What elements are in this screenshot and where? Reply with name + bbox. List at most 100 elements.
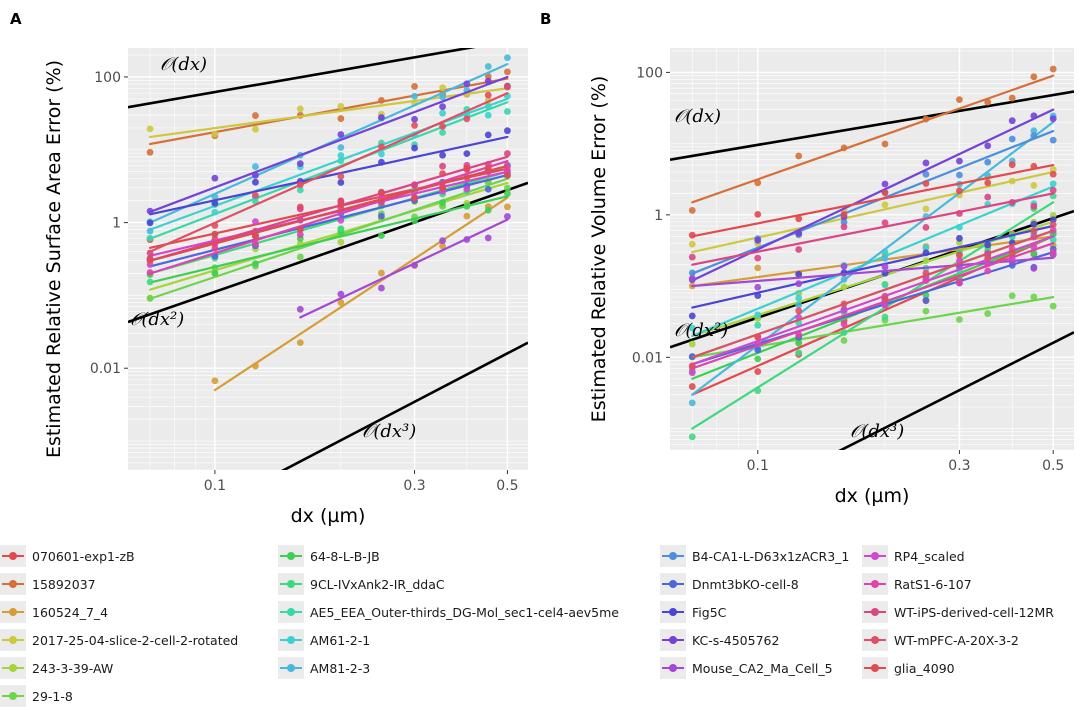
data-point (840, 283, 848, 291)
data-point (795, 215, 803, 223)
data-point (463, 202, 471, 210)
legend-key (0, 545, 26, 567)
data-point (795, 270, 803, 278)
y-tick-label: 1 (112, 216, 121, 232)
data-point (922, 297, 930, 304)
data-point (337, 290, 345, 298)
data-point (504, 171, 511, 179)
legend-item: Dnmt3bKO-cell-8 (660, 570, 849, 598)
data-point (1008, 292, 1016, 300)
data-point (484, 111, 492, 119)
series-15892037 (688, 65, 1057, 214)
data-point (252, 232, 259, 240)
data-point (439, 199, 446, 206)
data-point (146, 234, 154, 242)
data-point (754, 368, 762, 375)
data-point (146, 269, 154, 276)
data-point (1049, 180, 1057, 188)
data-point (378, 232, 385, 239)
fit-line (148, 159, 509, 275)
data-point (146, 219, 154, 227)
reference-label-order-3: 𝒪(dx³) (850, 421, 904, 442)
data-point (688, 253, 696, 261)
fit-line (691, 185, 1055, 337)
data-point (754, 321, 762, 329)
data-point (688, 240, 696, 248)
legend-label: AM81-2-3 (310, 660, 371, 676)
data-point (1008, 94, 1016, 102)
fit-line (148, 135, 509, 216)
data-point (754, 333, 762, 341)
data-point (1030, 227, 1038, 235)
legend-key (278, 601, 304, 623)
data-point (484, 234, 492, 242)
data-point (754, 387, 762, 395)
data-point (337, 225, 345, 233)
data-point (296, 339, 304, 347)
data-point (922, 291, 930, 299)
legend-item: AM81-2-3 (278, 654, 619, 682)
legend-key (0, 657, 26, 679)
data-point (378, 150, 385, 158)
data-point (439, 129, 446, 136)
data-point (688, 383, 696, 390)
data-point (754, 355, 762, 363)
legend-label: 15892037 (32, 576, 96, 592)
data-point (881, 180, 889, 188)
data-point (840, 329, 848, 336)
data-point (146, 227, 154, 235)
data-point (211, 244, 219, 252)
data-point (411, 181, 418, 189)
data-point (296, 205, 304, 213)
data-point (337, 102, 345, 110)
data-point (922, 205, 930, 213)
data-point (1049, 65, 1057, 73)
data-point (922, 244, 930, 252)
data-point (881, 295, 889, 303)
data-point (439, 109, 446, 117)
data-point (754, 311, 762, 319)
legend-item: 9CL-IVxAnk2-IR_ddaC (278, 570, 619, 598)
fit-line (691, 74, 1055, 204)
legend-key (278, 629, 304, 651)
x-tick-label: 0.5 (1042, 458, 1064, 474)
data-point (795, 280, 803, 288)
data-point (211, 174, 219, 182)
data-point (146, 207, 154, 215)
data-point (411, 261, 418, 269)
series-glia-4090 (146, 164, 511, 263)
fit-line (691, 163, 1055, 238)
legend-item: RP4_scaled (862, 542, 1054, 570)
data-point (1049, 170, 1057, 178)
series-wt-mpfc-a-20x-3-2 (688, 221, 1057, 370)
fit-line (691, 242, 1055, 370)
data-point (840, 144, 848, 152)
fit-line (691, 129, 1055, 275)
legend-label: Mouse_CA2_Ma_Cell_5 (692, 660, 833, 676)
data-point (922, 180, 930, 187)
data-point (411, 144, 418, 152)
data-point (984, 254, 992, 262)
legend-key (278, 573, 304, 595)
legend-key (862, 601, 888, 623)
legend-column: 64-8-L-B-JB 9CL-IVxAnk2-IR_ddaC AE5_EEA_Ou… (278, 542, 619, 682)
data-point (688, 207, 696, 214)
data-point (795, 349, 803, 357)
legend-item: AE5_EEA_Outer-thirds_DG-Mol_sec1-cel4-ae… (278, 598, 619, 626)
fit-line (299, 218, 509, 319)
legend-item: AM61-2-1 (278, 626, 619, 654)
data-point (795, 229, 803, 237)
data-point (504, 190, 511, 197)
series-wt-ips-derived-cell-12mr (146, 150, 511, 262)
data-point (378, 212, 385, 220)
data-point (296, 181, 304, 189)
data-point (296, 305, 304, 313)
data-point (439, 84, 446, 92)
data-point (1030, 264, 1038, 272)
fit-line (691, 192, 1055, 266)
data-point (754, 210, 762, 218)
legend-key (278, 545, 304, 567)
data-point (439, 184, 446, 192)
data-point (378, 96, 385, 104)
data-point (688, 369, 696, 377)
